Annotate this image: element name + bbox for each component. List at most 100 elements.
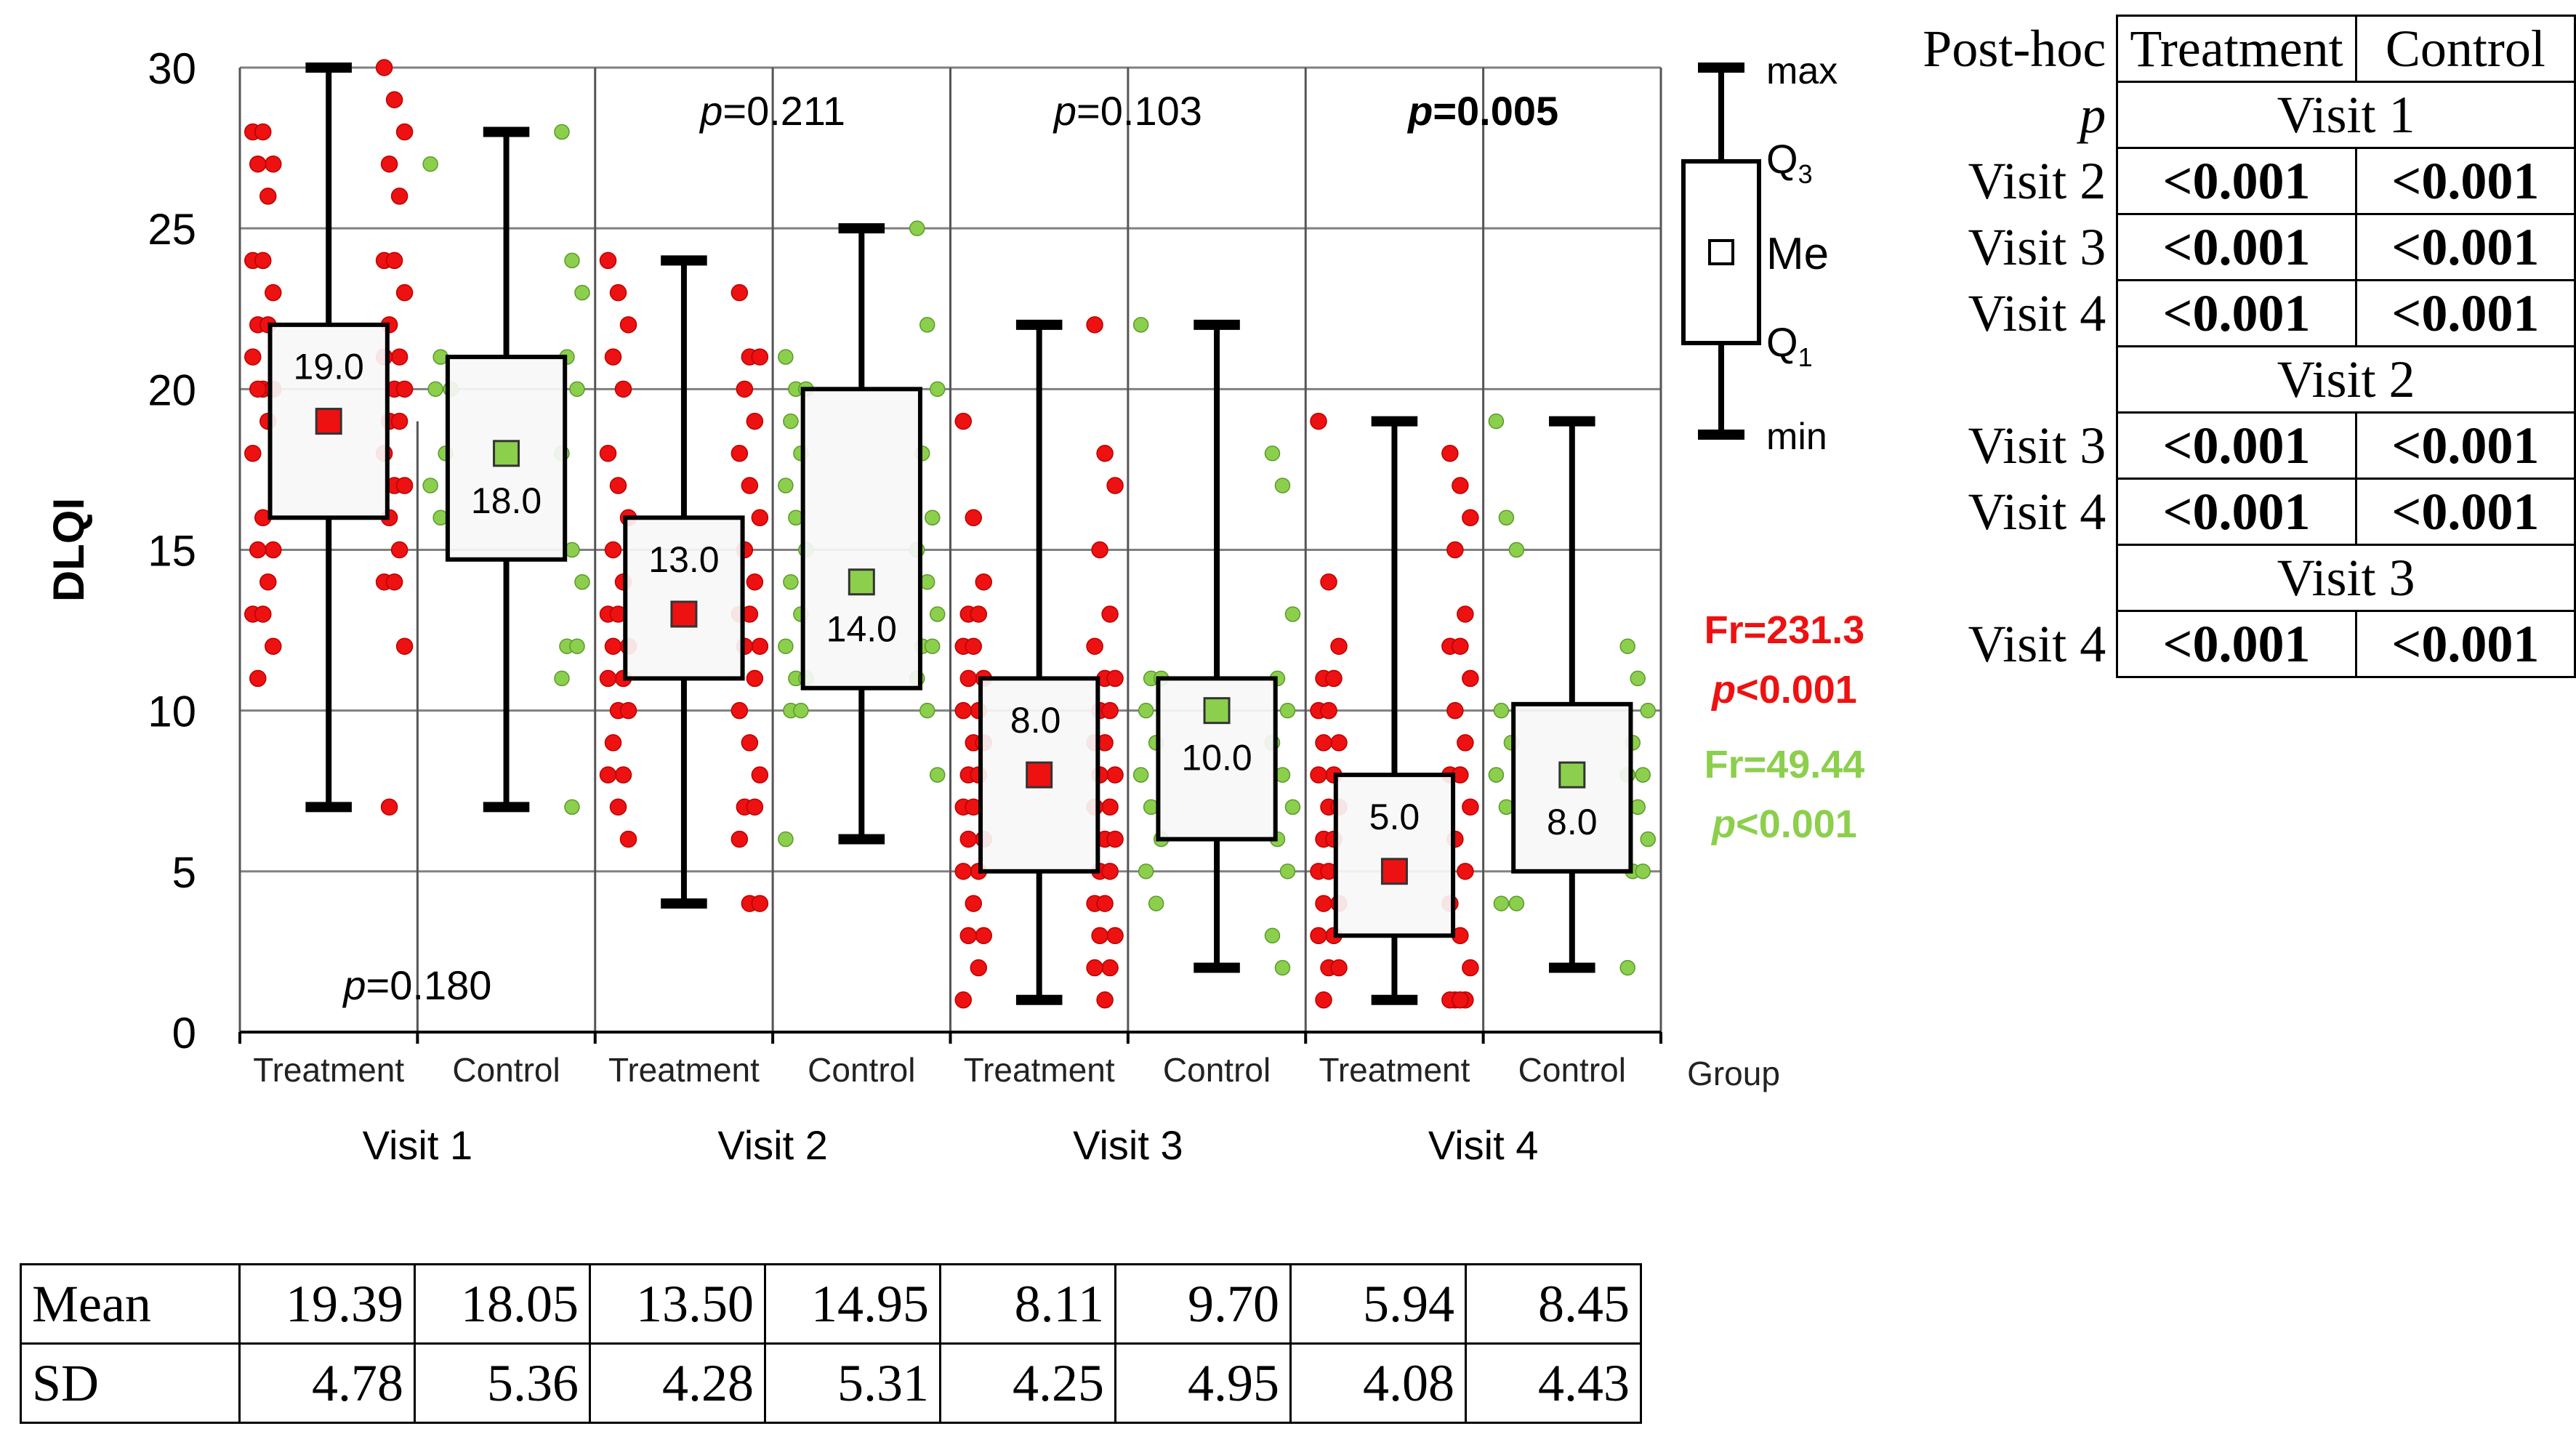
- data-point: [609, 283, 627, 302]
- row-label-mean: Mean: [20, 1263, 241, 1345]
- data-point: [390, 412, 408, 430]
- legend-q1-sub: 1: [1798, 342, 1813, 372]
- data-point: [395, 477, 414, 494]
- p-cell: <0.001: [2354, 279, 2576, 347]
- column-header-treatment: Treatment: [2116, 15, 2357, 83]
- p-value: =0.103: [1076, 88, 1202, 134]
- y-tick-label: 10: [148, 688, 196, 736]
- data-point: [1493, 702, 1510, 719]
- data-point: [1106, 766, 1124, 784]
- mean-cell: 8.11: [939, 1263, 1116, 1345]
- data-point: [1457, 863, 1474, 880]
- table-row: Visit 4 <0.001 <0.001: [1904, 478, 2576, 546]
- x-axis-label: Group: [1687, 1055, 1780, 1092]
- x-tick-label: Control: [1163, 1051, 1271, 1089]
- p-cell: <0.001: [2116, 411, 2357, 480]
- data-point: [1132, 317, 1149, 333]
- data-point: [1274, 959, 1291, 976]
- y-tick-label: 20: [148, 366, 196, 414]
- data-point: [1446, 541, 1464, 559]
- chart-marks: 19.0 18.0 13.0 14.0 8.0 10.0 5.0 8.0: [244, 59, 1656, 1009]
- visit-label: Visit 1: [363, 1122, 472, 1168]
- data-point: [1106, 477, 1124, 494]
- data-point: [1630, 670, 1646, 687]
- sd-cell: 5.31: [764, 1342, 941, 1424]
- p-cell: <0.001: [2116, 478, 2357, 546]
- dlqi-boxplot-chart: 19.0 18.0 13.0 14.0 8.0 10.0 5.0 8.0 0 5 10 15 20 25…: [44, 44, 1865, 1168]
- table-row: Visit 3: [1904, 544, 2576, 612]
- friedman-stat: Fr=231.3: [1704, 608, 1865, 652]
- data-point: [1091, 927, 1108, 945]
- data-point: [751, 637, 769, 655]
- data-point: [793, 702, 809, 719]
- data-point: [604, 734, 622, 752]
- x-tick-label: Control: [1518, 1051, 1626, 1089]
- data-point: [1101, 863, 1119, 880]
- x-tick-label: Control: [808, 1051, 915, 1089]
- row-label-sd: SD: [20, 1342, 241, 1424]
- data-point: [1264, 927, 1281, 944]
- data-point: [380, 155, 398, 173]
- data-point: [254, 123, 272, 141]
- data-point: [959, 830, 978, 848]
- data-point: [395, 283, 414, 302]
- median-label: 18.0: [471, 480, 542, 521]
- p-symbol: p: [699, 88, 723, 134]
- legend-q3-sub: 3: [1798, 159, 1813, 189]
- p-symbol: p: [1710, 668, 1736, 712]
- data-point: [569, 638, 585, 654]
- data-point: [746, 573, 764, 591]
- data-point: [395, 637, 414, 655]
- section-header: Visit 3: [2116, 544, 2576, 612]
- data-point: [741, 477, 759, 494]
- p-symbol: p: [1406, 88, 1433, 134]
- table-row: Post-hoc Treatment Control: [1904, 15, 2576, 83]
- data-point: [569, 381, 585, 398]
- data-point: [929, 606, 946, 622]
- data-point: [249, 669, 267, 688]
- p-cell: <0.001: [2116, 213, 2357, 281]
- data-point: [1101, 798, 1119, 816]
- p-value-label: p=0.180: [342, 962, 491, 1008]
- x-tick-label: Treatment: [253, 1051, 404, 1089]
- data-point: [970, 959, 988, 977]
- data-point: [975, 573, 993, 591]
- data-point: [1320, 701, 1337, 720]
- data-point: [1452, 991, 1469, 1009]
- data-point: [244, 445, 262, 462]
- data-point: [599, 766, 617, 784]
- data-point: [1148, 895, 1164, 911]
- data-point: [730, 701, 749, 720]
- data-point: [422, 478, 438, 494]
- p-label: p: [1904, 82, 2117, 148]
- median-marker: [670, 600, 698, 628]
- data-point: [1462, 509, 1479, 527]
- data-point: [746, 669, 764, 688]
- data-point: [783, 413, 799, 430]
- data-point: [975, 927, 993, 945]
- data-point: [390, 348, 408, 366]
- table-row: Visit 4 <0.001 <0.001: [1904, 610, 2576, 678]
- p-value: =0.180: [366, 962, 492, 1008]
- data-point: [751, 509, 769, 527]
- y-tick-label: 30: [148, 44, 196, 93]
- mean-cell: 18.05: [414, 1263, 591, 1345]
- p-value: =0.005: [1433, 88, 1558, 134]
- p-value-label: p=0.005: [1406, 88, 1558, 134]
- data-point: [564, 252, 580, 269]
- data-point: [259, 188, 277, 205]
- data-point: [1106, 830, 1124, 848]
- data-point: [778, 478, 794, 494]
- data-point: [730, 445, 749, 462]
- legend-median-marker: [1708, 239, 1734, 265]
- data-point: [249, 541, 267, 559]
- data-point: [1508, 895, 1525, 911]
- box: [1333, 773, 1456, 938]
- data-point: [919, 702, 935, 719]
- data-point: [1441, 445, 1459, 462]
- data-point: [1310, 412, 1327, 430]
- data-point: [1457, 605, 1474, 623]
- data-point: [614, 380, 632, 398]
- table-row: SD 4.78 5.36 4.28 5.31 4.25 4.95 4.08 4.…: [20, 1342, 1642, 1424]
